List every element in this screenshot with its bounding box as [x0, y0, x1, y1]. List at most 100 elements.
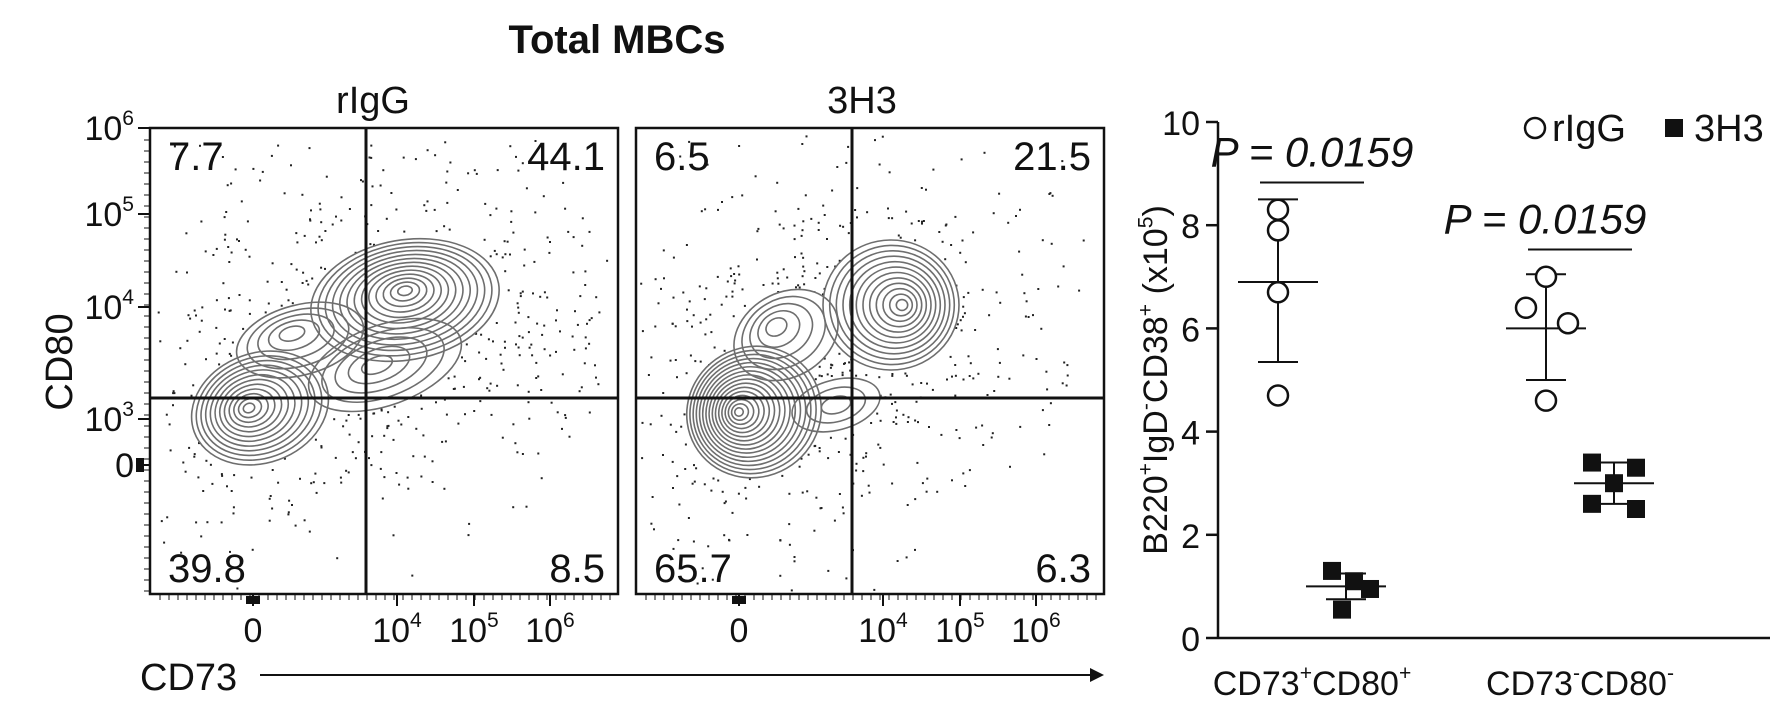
event-dot [525, 187, 528, 190]
event-dot [827, 569, 830, 572]
event-dot [515, 343, 517, 346]
contour-line [685, 345, 823, 479]
event-dot [797, 284, 800, 287]
contour-line [848, 260, 942, 350]
contour-line [209, 369, 303, 447]
event-dot [445, 413, 448, 416]
event-dot [564, 414, 567, 417]
contour-line [842, 255, 946, 355]
event-dot [866, 211, 869, 214]
event-dot [233, 474, 236, 477]
event-dot [732, 315, 735, 318]
event-dot [991, 432, 994, 435]
event-dot [1018, 250, 1021, 253]
event-dot [1043, 453, 1046, 456]
event-dot [710, 331, 713, 334]
event-dot [314, 438, 317, 441]
event-dot [199, 144, 201, 147]
event-dot [443, 225, 446, 228]
dotplot-y-tick-label: 10 [1162, 105, 1200, 143]
event-dot [584, 347, 587, 350]
event-dot [877, 443, 880, 446]
event-dot [324, 230, 327, 232]
legend-label-3h3: 3H3 [1694, 108, 1764, 150]
dotplot-y-axis-label: B220+IgD-CD38+ (x105) [1134, 205, 1175, 555]
event-dot [795, 286, 797, 289]
event-dot [534, 211, 537, 214]
legend-marker-3h3 [1665, 119, 1683, 137]
event-dot [359, 417, 362, 420]
event-dot [746, 534, 749, 536]
event-dot [185, 232, 188, 235]
event-dot [990, 436, 993, 439]
contour-line [334, 336, 428, 394]
event-dot [227, 297, 230, 300]
event-dot [729, 267, 732, 270]
event-dot [283, 192, 286, 195]
event-dot [758, 485, 761, 488]
event-dot [649, 423, 652, 426]
event-dot [802, 265, 805, 268]
contour-line [235, 301, 365, 379]
event-dot [841, 371, 844, 374]
event-dot [962, 305, 965, 308]
event-dot [818, 447, 821, 449]
event-dot [926, 382, 928, 385]
event-dot [669, 359, 672, 362]
event-dot [1015, 215, 1017, 217]
event-dot [303, 519, 306, 522]
event-dot [806, 490, 809, 493]
event-dot [660, 414, 663, 417]
event-dot [521, 453, 524, 455]
event-dot [721, 490, 724, 493]
contour-line [204, 364, 310, 452]
event-dot [841, 506, 844, 509]
event-dot [967, 291, 970, 294]
event-dot [788, 492, 791, 495]
event-dot [1078, 289, 1081, 292]
event-dot [678, 503, 681, 506]
contour-line [730, 402, 750, 422]
event-dot [533, 260, 536, 263]
quadrant-ll-3h3: 65.7 [654, 547, 732, 591]
contour-line [257, 313, 335, 361]
event-dot [685, 372, 688, 375]
event-dot [892, 421, 895, 423]
contour-line [855, 266, 937, 344]
event-dot [562, 181, 565, 184]
event-dot [721, 201, 723, 203]
event-dot [941, 240, 944, 243]
event-dot [250, 476, 253, 479]
event-dot [891, 402, 893, 405]
event-dot [334, 456, 337, 459]
event-dot [277, 144, 280, 147]
event-dot [215, 352, 218, 355]
event-dot [816, 262, 819, 265]
event-dot [999, 301, 1002, 304]
y-tick-label: 106 [84, 107, 134, 148]
contour-line [875, 282, 923, 328]
event-dot [830, 363, 833, 366]
event-dot [902, 413, 905, 416]
event-dot [728, 538, 730, 541]
event-dot [586, 322, 588, 325]
event-dot [1024, 315, 1027, 318]
event-dot [848, 361, 851, 364]
event-dot [231, 341, 234, 344]
event-dot [331, 223, 334, 226]
point-rigg [1534, 389, 1558, 412]
event-dot [301, 282, 304, 284]
event-dot [1057, 285, 1060, 288]
event-dot [287, 513, 290, 516]
event-dot [731, 295, 734, 298]
event-dot [737, 265, 740, 268]
event-dot [829, 436, 832, 439]
event-dot [509, 253, 511, 256]
event-dot [484, 202, 487, 205]
event-dot [507, 289, 510, 292]
event-dot [187, 314, 190, 317]
event-dot [744, 486, 747, 489]
event-dot [1007, 221, 1010, 224]
event-dot [264, 311, 267, 314]
